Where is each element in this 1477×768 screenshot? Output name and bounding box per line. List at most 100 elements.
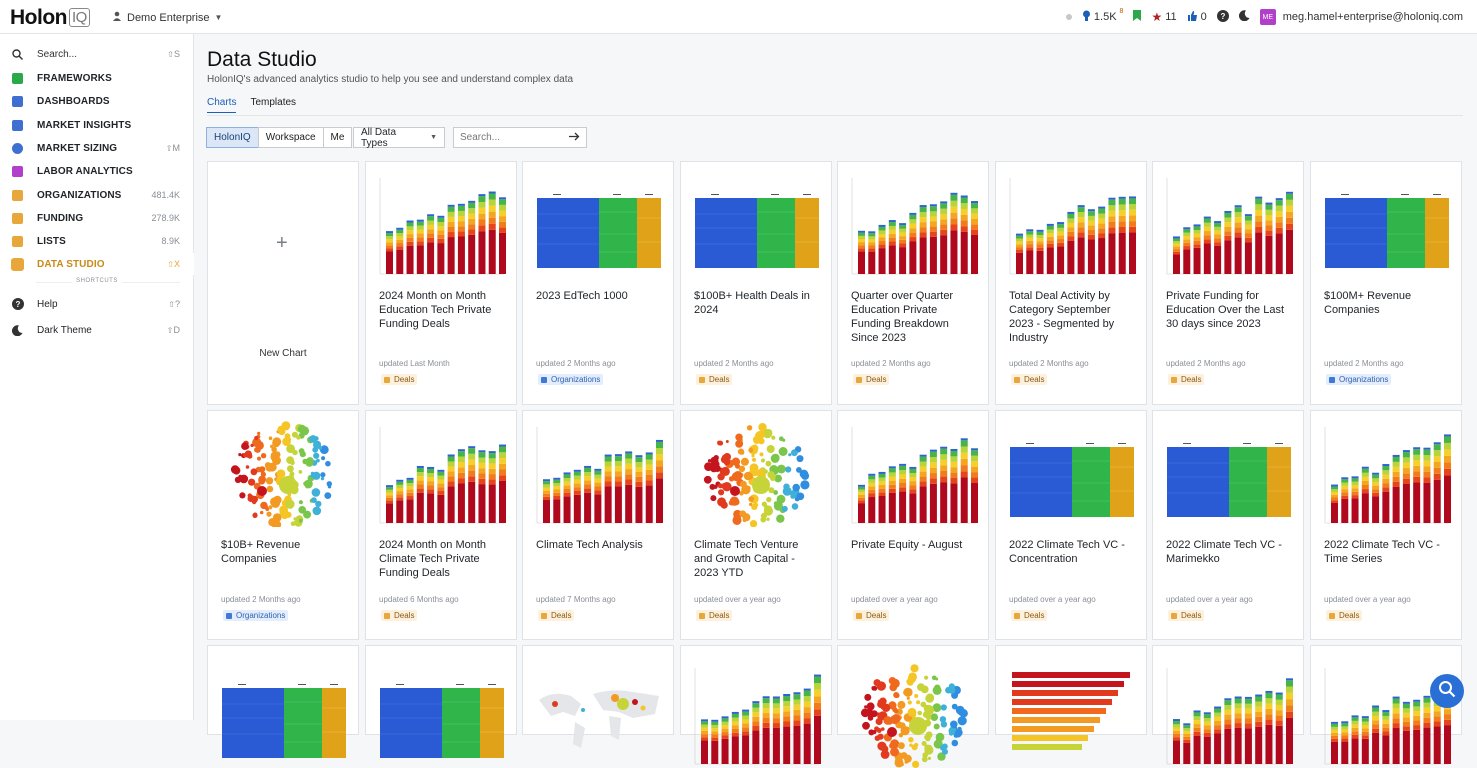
chart-thumbnail [681, 162, 831, 278]
new-chart-card[interactable]: + New Chart [207, 161, 359, 405]
svg-text:?: ? [15, 300, 20, 309]
deals-icon [1171, 612, 1177, 619]
chart-thumbnail [1153, 162, 1303, 278]
sidebar-item-organizations[interactable]: ORGANIZATIONS 481.4K [0, 184, 194, 206]
chart-card-tag[interactable]: Deals [1011, 610, 1048, 621]
chart-card[interactable]: 2022 Climate Tech VC - Concentration upda… [995, 410, 1147, 640]
deals-icon [384, 612, 390, 619]
chart-card-tag-label: Deals [1024, 611, 1045, 620]
chart-card-tag[interactable]: Deals [1326, 610, 1363, 621]
chart-card-tag[interactable]: Organizations [538, 374, 604, 385]
building-icon [11, 189, 24, 202]
deals-icon [699, 376, 705, 383]
data-type-select[interactable]: All Data Types ▼ [353, 126, 445, 149]
sidebar-item-market-sizing[interactable]: MARKET SIZING ⇧M [0, 137, 194, 159]
chart-thumbnail [366, 411, 516, 527]
chart-thumbnail [1153, 411, 1303, 527]
moon-icon[interactable] [1238, 10, 1250, 24]
chart-card[interactable]: Private Equity - August updated over a ye… [837, 410, 989, 640]
chart-card-tag[interactable]: Deals [853, 374, 890, 385]
plus-icon: + [276, 232, 288, 254]
bulb-icon [1082, 10, 1091, 25]
chart-card[interactable]: 2023 EdTech 1000 updated 2 Months ago Orga… [522, 161, 674, 405]
chart-card[interactable] [995, 645, 1147, 750]
chart-card[interactable]: $100B+ Health Deals in 2024 updated 2 Mon… [680, 161, 832, 405]
sidebar-item-label: DATA STUDIO [37, 258, 105, 270]
bookmark-icon[interactable] [1133, 10, 1142, 24]
chart-card[interactable] [207, 645, 359, 758]
chart-card-tag[interactable]: Deals [381, 610, 418, 621]
chart-card-tag[interactable]: Deals [1168, 610, 1205, 621]
chart-card-title: Climate Tech Venture and Growth Capital … [694, 539, 799, 579]
ideas-counter[interactable]: 1.5K 8 [1082, 8, 1123, 25]
chart-thumbnail [681, 411, 831, 527]
chart-card[interactable] [522, 645, 674, 748]
sidebar-item-labor-analytics[interactable]: LABOR ANALYTICS [0, 160, 194, 182]
sidebar-search[interactable]: Search... ⇧S [0, 43, 194, 65]
arrow-right-icon[interactable] [569, 132, 580, 144]
chart-card[interactable] [837, 645, 989, 768]
sidebar-item-lists[interactable]: LISTS 8.9K [0, 230, 194, 252]
chart-card-tag[interactable]: Deals [381, 374, 418, 385]
tab-templates[interactable]: Templates [250, 97, 297, 108]
chart-card[interactable]: Total Deal Activity by Category Septembe… [995, 161, 1147, 405]
chart-thumbnail [366, 652, 516, 768]
filter-me-button[interactable]: Me [322, 127, 353, 148]
chart-thumbnail [1311, 652, 1461, 768]
data-type-value: All Data Types [361, 126, 397, 149]
chart-card[interactable] [1152, 645, 1304, 765]
chart-card[interactable] [680, 645, 832, 765]
likes-counter[interactable]: 0 [1187, 10, 1207, 24]
chart-card[interactable]: Quarter over Quarter Education Private F… [837, 161, 989, 405]
chart-card-title: 2022 Climate Tech VC - Marimekko [1166, 539, 1282, 565]
chart-card-tag[interactable]: Deals [696, 374, 733, 385]
chart-card-tag[interactable]: Deals [1168, 374, 1205, 385]
chart-card[interactable]: Climate Tech Venture and Growth Capital … [680, 410, 832, 640]
chart-card[interactable]: Private Funding for Education Over the L… [1152, 161, 1304, 405]
chart-card-tag[interactable]: Organizations [223, 610, 289, 621]
sidebar-item-funding[interactable]: FUNDING 278.9K [0, 207, 194, 229]
chart-card-tag-label: Deals [709, 611, 730, 620]
chart-card-tag[interactable]: Deals [538, 610, 575, 621]
search-fab-button[interactable] [1430, 674, 1464, 708]
sidebar-item-dark-theme[interactable]: Dark Theme ⇧D [0, 319, 194, 341]
sidebar-item-help[interactable]: ? Help ⇧? [0, 293, 194, 315]
user-menu[interactable]: ME meg.hamel+enterprise@holoniq.com [1259, 9, 1463, 25]
deals-icon [856, 376, 862, 383]
chart-search-input[interactable]: Search... [453, 127, 587, 148]
chart-thumbnail [1311, 162, 1461, 278]
list-icon [11, 235, 24, 248]
chart-thumbnail [523, 652, 673, 768]
filter-holoniq-button[interactable]: HolonIQ [206, 127, 259, 148]
sidebar-item-market-insights[interactable]: MARKET INSIGHTS [0, 114, 194, 136]
shortcut-key: ⇧D [166, 325, 180, 335]
sidebar-item-dashboards[interactable]: DASHBOARDS [0, 90, 194, 112]
chart-thumbnail [838, 652, 988, 768]
search-icon [1438, 680, 1456, 703]
chart-card-updated: updated Last Month [379, 359, 450, 368]
favorites-counter[interactable]: ★ 11 [1151, 10, 1176, 24]
chart-card-tag[interactable]: Organizations [1326, 374, 1392, 385]
chart-card[interactable] [365, 645, 517, 758]
chart-card-tag[interactable]: Deals [1011, 374, 1048, 385]
chart-card[interactable]: 2022 Climate Tech VC - Time Series update… [1310, 410, 1462, 640]
holoniq-logo[interactable]: Holon IQ [10, 6, 90, 30]
chart-card[interactable]: 2024 Month on Month Education Tech Priva… [365, 161, 517, 405]
chart-card-title: 2023 EdTech 1000 [536, 290, 628, 302]
chart-card-tag[interactable]: Deals [696, 610, 733, 621]
sidebar-item-data-studio[interactable]: DATA STUDIO ⇧X [0, 253, 194, 275]
chart-card[interactable]: $10B+ Revenue Companies updated 2 Months … [207, 410, 359, 640]
chart-card[interactable]: 2024 Month on Month Climate Tech Private… [365, 410, 517, 640]
filter-workspace-button[interactable]: Workspace [257, 127, 324, 148]
sidebar-item-frameworks[interactable]: FRAMEWORKS [0, 67, 194, 89]
chart-card[interactable]: 2022 Climate Tech VC - Marimekko updated … [1152, 410, 1304, 640]
chart-card-updated: updated 2 Months ago [1166, 359, 1246, 368]
enterprise-switcher[interactable]: Demo Enterprise ▼ [112, 11, 222, 24]
chart-card-title: Quarter over Quarter Education Private F… [851, 290, 954, 344]
chart-card[interactable]: Climate Tech Analysis updated 7 Months ag… [522, 410, 674, 640]
chart-card[interactable]: $100M+ Revenue Companies updated 2 Months… [1310, 161, 1462, 405]
chart-card-tag[interactable]: Deals [853, 610, 890, 621]
help-icon[interactable]: ? [1216, 9, 1229, 25]
dashboard-icon [11, 95, 24, 108]
tab-charts[interactable]: Charts [207, 97, 237, 113]
